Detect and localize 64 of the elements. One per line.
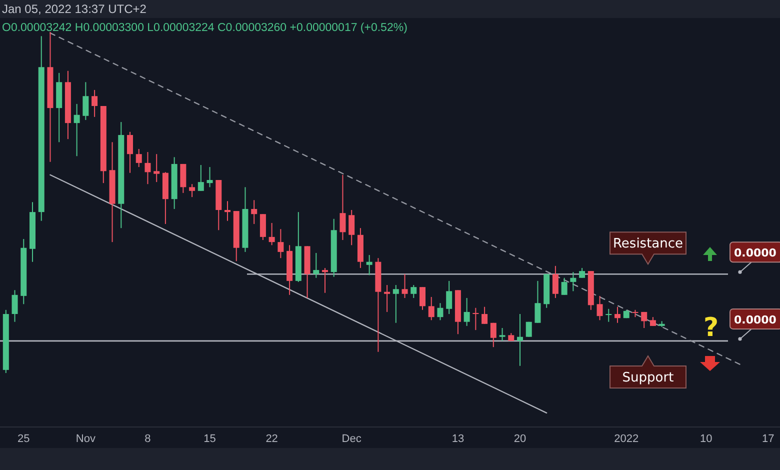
- candlestick: [437, 302, 444, 321]
- candlestick: [526, 321, 532, 338]
- candlestick: [614, 306, 620, 324]
- candlestick: [534, 280, 541, 324]
- ref-line-label: Support: [622, 370, 674, 386]
- annotation: 0.0000: [734, 246, 777, 260]
- x-tick-label: 25: [18, 433, 30, 445]
- x-tick-label: Dec: [342, 433, 362, 445]
- candlestick: [224, 200, 230, 222]
- candlestick: [268, 222, 275, 246]
- candlestick: [127, 131, 133, 174]
- x-tick-label: 8: [144, 433, 151, 445]
- annotation: ?: [703, 313, 719, 343]
- candlestick: [313, 252, 320, 278]
- x-tick-label: 10: [700, 433, 712, 445]
- candlestick: [570, 272, 576, 292]
- candlestick: [446, 280, 452, 315]
- candlestick: [82, 82, 89, 120]
- candlestick: [74, 103, 80, 157]
- x-tick-label: 15: [204, 433, 216, 445]
- x-tick-label: Nov: [76, 433, 96, 445]
- x-tick-label: 13: [452, 433, 464, 445]
- candlestick: [402, 274, 408, 298]
- candlestick: [420, 286, 426, 310]
- candlestick: [517, 314, 523, 366]
- candlestick: [198, 164, 204, 192]
- x-tick-label: 22: [266, 433, 278, 445]
- candlestick: [596, 295, 603, 321]
- candlestick: [552, 265, 558, 298]
- candlestick: [340, 174, 346, 241]
- candlestick: [322, 267, 328, 294]
- candlestick: [278, 228, 284, 259]
- candlestick: [180, 163, 186, 194]
- candlestick: [490, 322, 496, 348]
- candlestick: [428, 296, 434, 321]
- candlestick: [251, 200, 258, 224]
- candlestick: [606, 308, 612, 322]
- annotation: O0.00003242 H0.00003300 L0.00003224 C0.00003260 +0.00000017 (+0.52%): [2, 22, 408, 34]
- candlestick: [348, 210, 355, 246]
- candlestick: [464, 297, 470, 326]
- annotation: 0.0000: [734, 313, 777, 326]
- candlestick: [12, 290, 18, 322]
- candlestick: [482, 306, 488, 324]
- x-tick-label: 17: [762, 433, 774, 445]
- candlestick: [384, 284, 390, 312]
- x-tick-label: 2022: [614, 433, 639, 445]
- ref-line-label: Resistance: [612, 236, 684, 252]
- text: Jan 05, 2022 13:37 UTC+2: [2, 2, 147, 16]
- candlestick: [136, 148, 142, 168]
- candlestick: [392, 284, 399, 324]
- candlestick: [410, 284, 417, 298]
- candlestick: [260, 214, 266, 241]
- candlestick: [366, 254, 372, 276]
- candlestick: [144, 152, 151, 185]
- candlestick: [92, 89, 98, 118]
- candlestick: [561, 277, 568, 296]
- candlestick: [206, 166, 213, 188]
- candlestick: [189, 184, 196, 198]
- candlestick: [472, 307, 479, 331]
- candlestick: [499, 327, 506, 342]
- x-tick-label: 20: [514, 433, 526, 445]
- candlestick: [641, 311, 648, 328]
- candlestick: [154, 154, 160, 183]
- candlestick: [579, 267, 586, 278]
